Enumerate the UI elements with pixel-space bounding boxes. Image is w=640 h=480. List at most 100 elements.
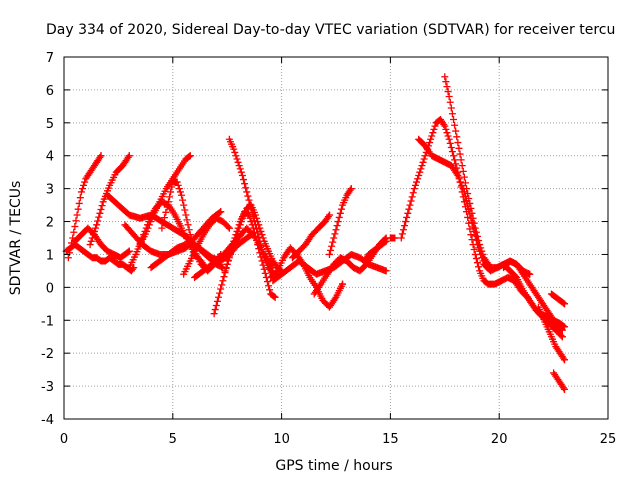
data-point	[479, 250, 487, 258]
data-point	[230, 145, 238, 153]
data-point	[226, 250, 234, 258]
plot-frame	[63, 56, 609, 420]
data-point	[426, 139, 434, 147]
x-tick-label: 10	[273, 432, 290, 447]
data-point	[270, 292, 278, 300]
series-arc-4	[86, 152, 133, 249]
data-point	[441, 73, 449, 81]
data-point	[76, 194, 84, 202]
data-point	[98, 202, 106, 210]
data-point	[404, 209, 412, 217]
data-point	[459, 167, 467, 175]
data-point	[399, 226, 407, 234]
data-point	[224, 257, 232, 265]
y-tick-label: -1	[41, 314, 54, 329]
data-point	[448, 148, 456, 156]
data-point	[235, 162, 243, 170]
data-point	[325, 250, 333, 258]
data-point	[333, 222, 341, 230]
data-point	[246, 214, 254, 222]
data-point	[87, 237, 95, 245]
data-point	[65, 249, 73, 257]
data-point	[329, 238, 337, 246]
data-point	[217, 285, 225, 293]
data-point	[253, 225, 261, 233]
series-arc-29	[550, 369, 568, 393]
data-point	[97, 152, 105, 160]
data-point	[470, 246, 478, 254]
data-point	[330, 234, 338, 242]
data-point	[168, 183, 176, 191]
data-point	[463, 185, 471, 193]
data-point	[67, 244, 75, 252]
y-tick-label: 7	[46, 51, 54, 66]
data-point	[68, 239, 76, 247]
data-point	[90, 227, 98, 235]
data-point	[327, 246, 335, 254]
y-axis-label: SDTVAR / TECUs	[8, 181, 24, 296]
data-point	[444, 88, 452, 96]
data-point	[451, 156, 459, 164]
data-point	[335, 213, 343, 221]
data-point	[464, 213, 472, 221]
data-point	[466, 199, 474, 207]
data-point	[166, 193, 174, 201]
data-point	[263, 278, 271, 286]
data-point	[158, 224, 166, 232]
data-point	[467, 204, 475, 212]
data-point	[325, 211, 333, 219]
data-point	[234, 227, 242, 235]
data-point	[346, 186, 354, 194]
data-point	[456, 150, 464, 158]
data-point	[259, 250, 267, 258]
data-point	[469, 214, 477, 222]
data-point	[125, 247, 133, 255]
data-point	[442, 78, 450, 86]
data-point	[89, 231, 97, 239]
data-point	[334, 218, 342, 226]
data-point	[225, 224, 233, 232]
data-point	[256, 224, 264, 232]
data-point	[429, 129, 437, 137]
data-point	[454, 139, 462, 147]
data-point	[238, 171, 246, 179]
data-point	[94, 217, 102, 225]
y-tick-label: 1	[46, 248, 54, 263]
data-point	[414, 175, 422, 183]
data-point	[218, 281, 226, 289]
data-point	[526, 270, 534, 278]
data-point	[461, 179, 469, 187]
data-point	[143, 227, 151, 235]
data-point	[232, 234, 240, 242]
data-point	[223, 260, 231, 268]
data-point	[222, 264, 230, 272]
data-point	[465, 195, 473, 203]
data-point	[234, 158, 242, 166]
data-point	[450, 152, 458, 160]
series-arc-24	[415, 135, 566, 341]
data-point	[398, 230, 406, 238]
data-point	[237, 168, 245, 176]
data-point	[257, 227, 265, 235]
data-point	[443, 129, 451, 137]
data-point	[148, 214, 156, 222]
data-point	[560, 300, 568, 308]
data-point	[185, 153, 193, 161]
data-point	[93, 221, 101, 229]
data-point	[188, 239, 196, 247]
data-point	[411, 181, 419, 189]
data-point	[266, 286, 274, 294]
data-point	[251, 211, 259, 219]
data-point	[458, 162, 466, 170]
data-point	[559, 354, 567, 362]
data-point	[460, 173, 468, 181]
data-point	[560, 385, 568, 393]
data-point	[183, 216, 191, 224]
data-point	[235, 224, 243, 232]
data-point	[271, 293, 279, 301]
x-tick-label: 15	[382, 432, 399, 447]
data-point	[405, 205, 413, 213]
series-arc-22	[386, 234, 399, 242]
data-point	[316, 282, 324, 290]
data-point	[442, 125, 450, 133]
